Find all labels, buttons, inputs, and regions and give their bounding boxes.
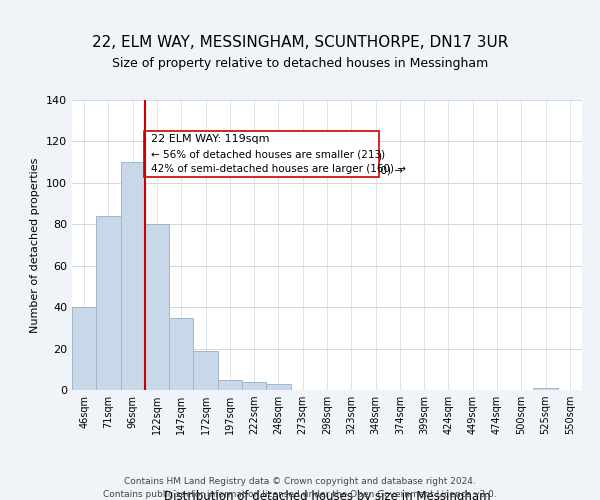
Bar	[169, 318, 193, 390]
Text: ← 56% of detached houses are smaller (213): ← 56% of detached houses are smaller (21…	[149, 152, 383, 162]
Text: 22 ELM WAY: 119sqm: 22 ELM WAY: 119sqm	[151, 134, 269, 144]
Text: 42% of semi-detached houses are larger (160) →: 42% of semi-detached houses are larger (…	[149, 166, 404, 176]
Text: ← 56% of detached houses are smaller (213): ← 56% of detached houses are smaller (21…	[151, 150, 385, 160]
Bar	[218, 380, 242, 390]
Text: 42% of semi-detached houses are larger (160) →: 42% of semi-detached houses are larger (…	[151, 164, 406, 174]
Bar	[533, 388, 558, 390]
Bar	[145, 224, 169, 390]
Text: Contains public sector information licensed under the Open Government Licence v3: Contains public sector information licen…	[103, 490, 497, 499]
FancyBboxPatch shape	[143, 131, 379, 177]
Bar	[266, 384, 290, 390]
Bar	[96, 216, 121, 390]
Text: Contains HM Land Registry data © Crown copyright and database right 2024.: Contains HM Land Registry data © Crown c…	[124, 478, 476, 486]
Text: 22 ELM WAY: 119sqm: 22 ELM WAY: 119sqm	[149, 135, 267, 145]
X-axis label: Distribution of detached houses by size in Messingham: Distribution of detached houses by size …	[164, 490, 490, 500]
Bar	[193, 350, 218, 390]
Bar	[242, 382, 266, 390]
Bar	[72, 307, 96, 390]
Bar	[121, 162, 145, 390]
Text: 22, ELM WAY, MESSINGHAM, SCUNTHORPE, DN17 3UR: 22, ELM WAY, MESSINGHAM, SCUNTHORPE, DN1…	[92, 35, 508, 50]
Y-axis label: Number of detached properties: Number of detached properties	[31, 158, 40, 332]
Text: Size of property relative to detached houses in Messingham: Size of property relative to detached ho…	[112, 58, 488, 70]
